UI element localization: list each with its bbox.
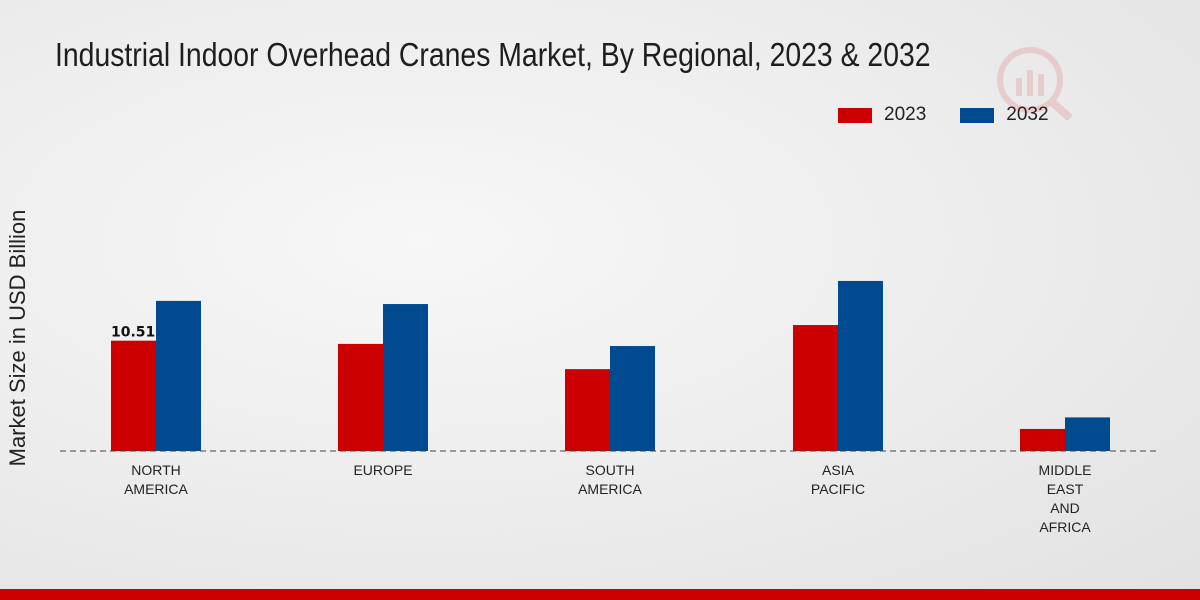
bar-2023-europe <box>338 343 383 451</box>
bar-2032-asia-pacific <box>838 280 883 451</box>
legend-item-2032: 2032 <box>960 104 1049 126</box>
legend-swatch-2032 <box>960 107 995 123</box>
bar-2032-south-america <box>610 346 655 451</box>
bar-2023-asia-pacific <box>793 325 838 451</box>
x-tick-label: MIDDLE EAST AND AFRICA <box>1039 462 1092 535</box>
x-tick-label: SOUTH AMERICA <box>578 462 642 497</box>
bar-2032-europe <box>383 304 428 451</box>
legend-label-2032: 2032 <box>1006 104 1049 125</box>
legend-label-2023: 2023 <box>884 104 927 125</box>
x-tick-label: EUROPE <box>353 462 412 478</box>
x-tick-label: ASIA PACIFIC <box>811 462 865 497</box>
x-tick-label: NORTH AMERICA <box>124 462 188 497</box>
bar-2023-north-america <box>111 340 156 451</box>
bar-2032-north-america <box>156 300 201 451</box>
bar-2023-middle-east-and-africa <box>1020 428 1065 451</box>
chart-title: Industrial Indoor Overhead Cranes Market… <box>55 36 931 73</box>
watermark-logo-icon <box>997 47 1073 120</box>
legend-item-2023: 2023 <box>838 104 926 126</box>
legend: 2023 2032 <box>838 104 1083 126</box>
legend-swatch-2023 <box>838 107 872 123</box>
bar-2032-middle-east-and-africa <box>1065 417 1110 451</box>
bar-2023-south-america <box>565 369 610 451</box>
data-label: 10.51 <box>111 325 155 341</box>
footer-accent-bar <box>0 589 1200 600</box>
